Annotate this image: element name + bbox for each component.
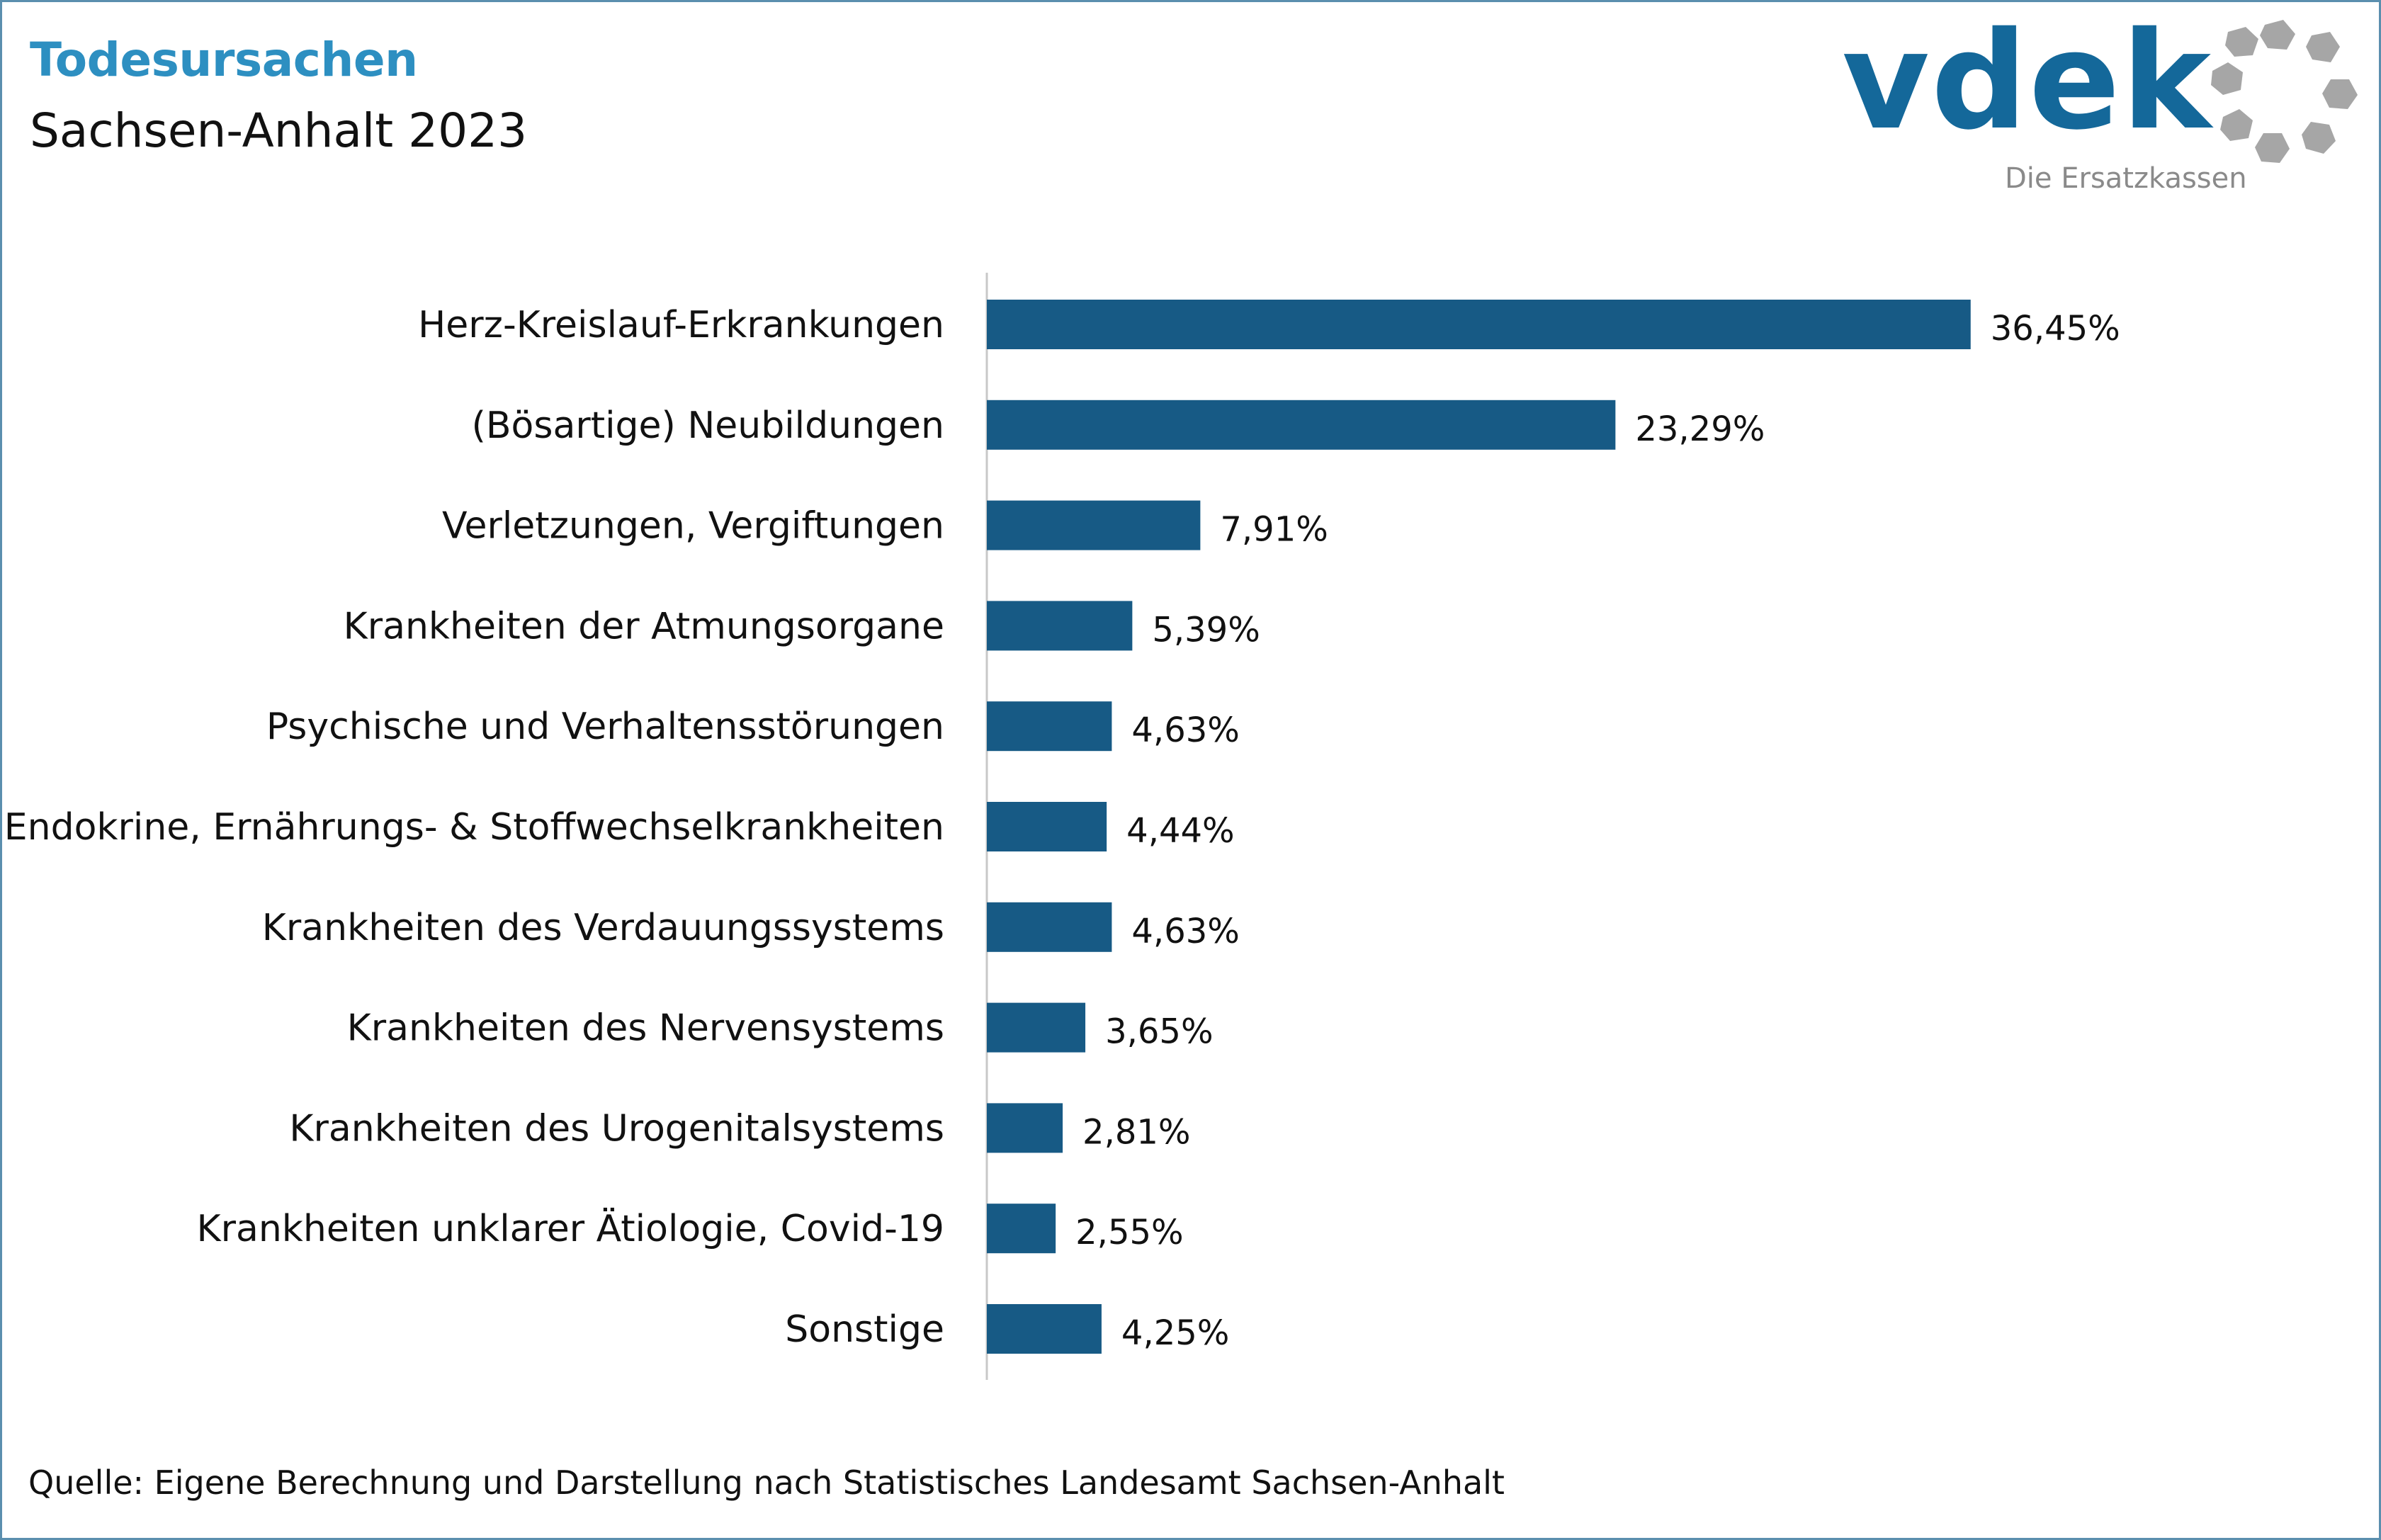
bar: [987, 601, 1132, 650]
value-label: 3,65%: [1105, 1012, 1213, 1052]
value-label: 4,63%: [1131, 912, 1239, 951]
value-label: 2,55%: [1075, 1213, 1183, 1252]
category-label: Krankheiten des Nervensystems: [347, 1007, 944, 1050]
category-label: (Bösartige) Neubildungen: [472, 404, 944, 447]
bar: [987, 1103, 1063, 1153]
value-label: 4,25%: [1121, 1313, 1229, 1353]
bar-chart: Herz-Kreislauf-Erkrankungen 36,45% (Bösart…: [0, 0, 2381, 1540]
bar: [987, 300, 1971, 349]
bar: [987, 902, 1112, 952]
category-label: Verletzungen, Vergiftungen: [442, 505, 944, 548]
category-label: Krankheiten des Urogenitalsystems: [289, 1107, 944, 1150]
value-label: 5,39%: [1152, 610, 1260, 650]
category-label: Sonstige: [785, 1308, 944, 1351]
value-label: 4,44%: [1126, 811, 1234, 851]
value-label: 4,63%: [1131, 710, 1239, 750]
value-label: 2,81%: [1082, 1112, 1190, 1152]
bar: [987, 802, 1107, 851]
bar: [987, 400, 1615, 450]
bar: [987, 1204, 1056, 1253]
category-label: Krankheiten der Atmungsorgane: [344, 605, 944, 647]
bar: [987, 1304, 1102, 1354]
bar: [987, 701, 1112, 751]
category-label: Psychische und Verhaltensstörungen: [266, 706, 944, 748]
bar: [987, 501, 1200, 550]
value-label: 36,45%: [1991, 309, 2120, 349]
value-label: 23,29%: [1635, 409, 1765, 449]
category-label: Endokrine, Ernährungs- & Stoffwechselkra…: [4, 806, 944, 849]
category-label: Krankheiten unklarer Ätiologie, Covid-19: [196, 1207, 944, 1250]
source-note: Quelle: Eigene Berechnung und Darstellun…: [28, 1463, 1505, 1502]
category-label: Herz-Kreislauf-Erkrankungen: [418, 304, 944, 346]
category-label: Krankheiten des Verdauungssystems: [262, 907, 944, 949]
bar: [987, 1003, 1085, 1053]
value-label: 7,91%: [1220, 510, 1328, 550]
